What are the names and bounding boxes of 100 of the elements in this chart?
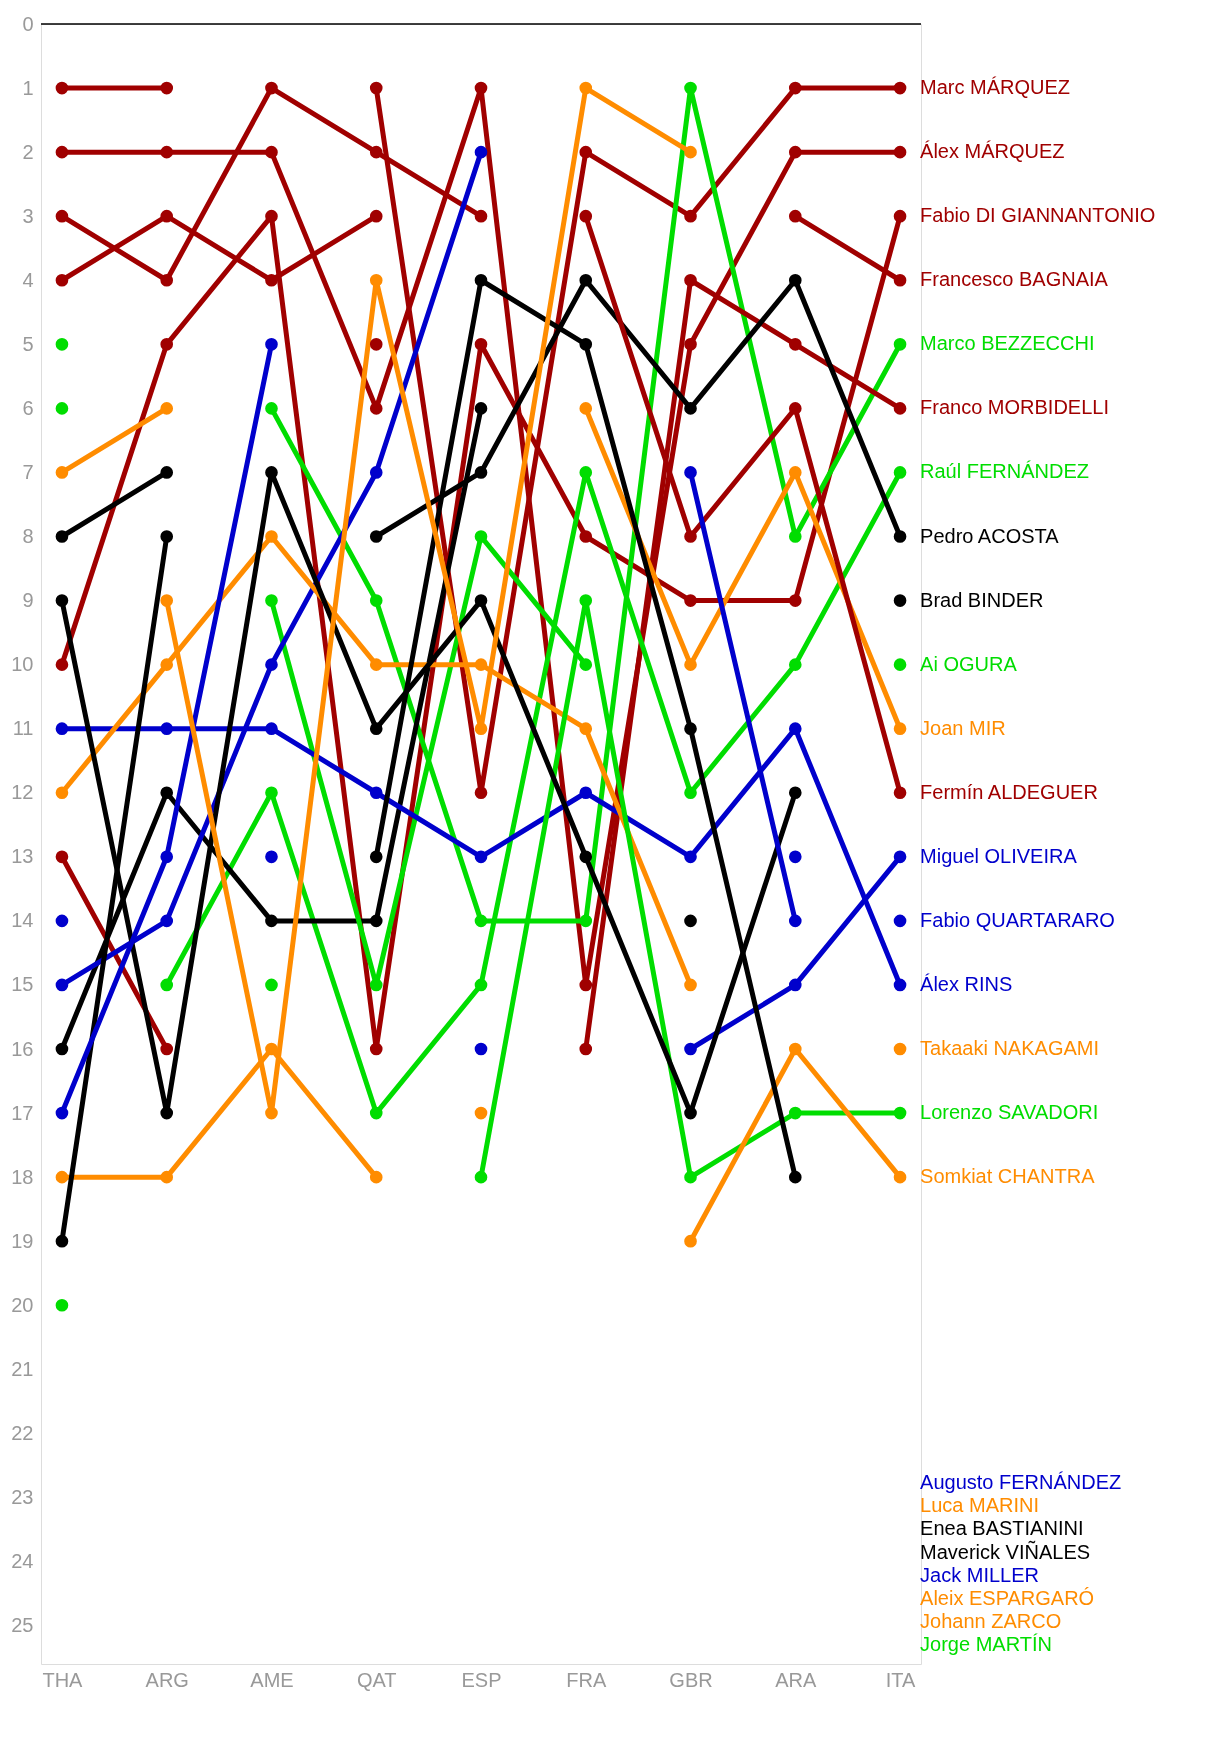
point (579, 145, 593, 159)
point (265, 594, 278, 607)
point (369, 145, 383, 159)
point (369, 594, 383, 607)
y-tick-label: 11 (12, 717, 34, 740)
point (369, 1106, 383, 1120)
point (369, 978, 383, 992)
point (684, 914, 697, 928)
point (160, 1042, 174, 1056)
y-tick-label: 9 (22, 589, 34, 612)
point (369, 850, 383, 864)
point (684, 402, 697, 415)
y-tick-label: 14 (11, 909, 34, 932)
point (265, 530, 278, 543)
point (788, 273, 802, 287)
text: Jack MILLER (920, 1563, 1039, 1586)
point (788, 722, 802, 735)
point (684, 722, 697, 735)
point (684, 978, 697, 992)
point (474, 209, 488, 223)
point (160, 145, 174, 159)
y-tick-label: 4 (22, 268, 34, 291)
point (265, 722, 278, 735)
y-tick-label: 24 (11, 1550, 34, 1572)
point (55, 1234, 69, 1248)
point (893, 1170, 907, 1184)
point (474, 658, 488, 671)
point (579, 338, 593, 351)
point (55, 209, 69, 223)
point (579, 594, 593, 607)
point (265, 209, 278, 223)
y-tick-label: 10 (11, 653, 34, 676)
point (474, 722, 488, 735)
series-label: Álex RINS (920, 972, 1013, 995)
x-tick-label: ARG (145, 1668, 189, 1691)
point (579, 209, 593, 223)
point (893, 466, 907, 479)
y-tick-label: 16 (11, 1037, 34, 1060)
x-tick-label: FRA (566, 1668, 607, 1691)
point (893, 914, 907, 928)
point (160, 530, 174, 543)
text: Enea BASTIANINI (920, 1517, 1084, 1540)
point (684, 1170, 697, 1184)
point (579, 402, 593, 415)
series-label: Pedro ACOSTA (920, 524, 1060, 547)
point (369, 209, 383, 223)
point (265, 466, 278, 479)
point (788, 594, 802, 607)
point (788, 914, 802, 928)
point (369, 786, 383, 800)
point (369, 1170, 383, 1184)
point (788, 1042, 802, 1056)
y-tick-label: 22 (11, 1421, 34, 1444)
point (893, 81, 907, 95)
point (579, 978, 593, 992)
point (474, 273, 488, 287)
point (160, 850, 174, 864)
point (160, 1106, 174, 1120)
point (684, 338, 697, 351)
point (893, 273, 907, 287)
point (369, 402, 383, 415)
point (474, 81, 488, 95)
point (684, 145, 697, 159)
point (369, 1042, 383, 1056)
series-label: Miguel OLIVEIRA (920, 844, 1078, 867)
point (55, 786, 69, 800)
point (579, 722, 593, 735)
y-tick-label: 1 (22, 76, 34, 99)
point (369, 466, 383, 479)
point (55, 81, 69, 95)
point (55, 1106, 69, 1120)
point (474, 466, 488, 479)
point (579, 914, 593, 928)
series-label: Brad BINDER (920, 588, 1044, 611)
point (893, 1042, 907, 1056)
point (160, 594, 174, 607)
point (684, 466, 697, 479)
point (265, 402, 278, 415)
point (893, 658, 907, 671)
point (788, 81, 802, 95)
point (55, 658, 69, 671)
point (893, 402, 907, 415)
point (265, 273, 278, 287)
point (788, 978, 802, 992)
y-tick-label: 0 (22, 12, 34, 35)
point (684, 658, 697, 671)
point (265, 81, 278, 95)
series-label: Ai OGURA (920, 652, 1018, 675)
point (160, 402, 174, 415)
series-label: Takaaki NAKAGAMI (920, 1037, 1099, 1059)
x-tick-label: ARA (775, 1668, 818, 1691)
point (265, 978, 278, 992)
y-tick-label: 21 (11, 1357, 34, 1380)
point (474, 1106, 488, 1120)
point (474, 850, 488, 864)
point (474, 402, 488, 415)
point (160, 786, 174, 800)
y-tick-label: 19 (11, 1229, 34, 1252)
point (579, 850, 593, 864)
series-label: Fabio DI GIANNANTONIO (920, 204, 1156, 227)
